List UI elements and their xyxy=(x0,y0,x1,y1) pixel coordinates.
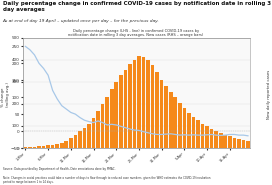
Bar xyxy=(96,111,100,148)
Text: Source: Data provided by Department of Health, Date annotations done by PMAC.: Source: Data provided by Department of H… xyxy=(3,167,115,171)
Text: Daily percentage change (LHS - line) in confirmed COVID-19 cases by
notification: Daily percentage change (LHS - line) in … xyxy=(68,29,204,37)
Bar xyxy=(228,136,232,148)
Bar xyxy=(87,124,91,148)
Text: Daily percentage change in confirmed COVID-19 cases by notification date in roll: Daily percentage change in confirmed COV… xyxy=(3,1,271,12)
Bar xyxy=(83,128,86,148)
Text: As at end of day 19 April – updated once per day – for the previous day.: As at end of day 19 April – updated once… xyxy=(3,19,159,23)
Bar xyxy=(214,131,218,148)
Bar xyxy=(55,144,59,148)
Bar xyxy=(42,146,45,148)
Bar xyxy=(174,97,177,148)
Bar xyxy=(24,147,27,148)
Bar xyxy=(169,92,172,148)
Bar xyxy=(123,70,127,148)
Bar xyxy=(219,133,222,148)
Bar xyxy=(28,147,32,148)
Bar xyxy=(187,113,191,148)
Text: Note: Changes in social practices could take a number of days to flow through to: Note: Changes in social practices could … xyxy=(3,176,210,184)
Bar xyxy=(37,146,41,148)
Bar xyxy=(101,104,104,148)
Bar xyxy=(69,138,73,148)
Bar xyxy=(51,145,54,148)
Text: New daily reported cases: New daily reported cases xyxy=(267,70,271,119)
Bar xyxy=(46,145,50,148)
Bar xyxy=(233,138,236,148)
Bar xyxy=(205,126,209,148)
Bar xyxy=(78,132,82,148)
Bar xyxy=(33,147,36,148)
Bar xyxy=(201,124,204,148)
Bar xyxy=(92,118,95,148)
Bar xyxy=(178,103,182,148)
Bar xyxy=(192,117,195,148)
Bar xyxy=(223,135,227,148)
Bar xyxy=(60,143,64,148)
Bar xyxy=(164,86,168,148)
Bar xyxy=(105,97,109,148)
Bar xyxy=(132,60,136,148)
Text: % change
(rolling avg.): % change (rolling avg.) xyxy=(1,82,10,107)
Bar xyxy=(137,56,141,148)
Bar xyxy=(196,120,200,148)
Bar xyxy=(183,108,186,148)
Bar xyxy=(242,140,245,148)
Bar xyxy=(160,80,163,148)
Bar xyxy=(142,57,145,148)
Bar xyxy=(115,82,118,148)
Bar xyxy=(155,72,159,148)
Bar xyxy=(73,135,77,148)
Bar xyxy=(110,89,113,148)
Bar xyxy=(64,141,68,148)
Bar xyxy=(128,64,132,148)
Bar xyxy=(246,141,250,148)
Bar xyxy=(119,75,123,148)
Bar xyxy=(237,139,241,148)
Bar xyxy=(151,65,154,148)
Bar xyxy=(146,60,150,148)
Bar xyxy=(210,129,214,148)
